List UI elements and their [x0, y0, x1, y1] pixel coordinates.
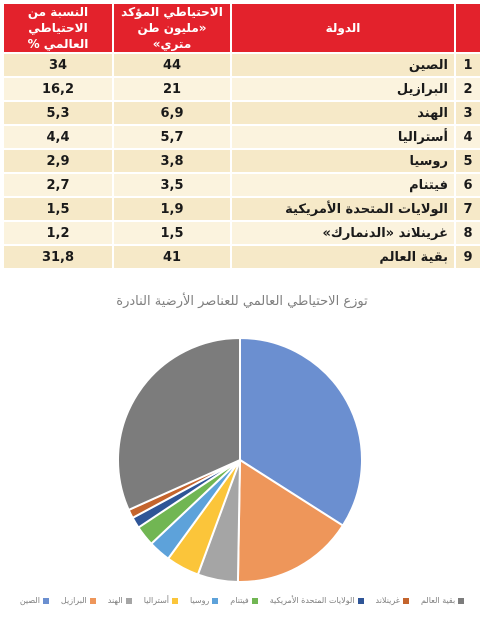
- legend-label: فيتنام: [230, 596, 249, 605]
- row-country: أستراليا: [230, 124, 454, 148]
- row-share: 1,2: [4, 220, 112, 244]
- row-index: 2: [454, 76, 480, 100]
- legend-item: الهند: [108, 596, 132, 605]
- row-country: الصين: [230, 52, 454, 76]
- legend-label: البرازيل: [60, 596, 87, 605]
- legend-item: فيتنام: [230, 596, 258, 605]
- legend-swatch: [402, 597, 409, 604]
- row-reserve: 6,9: [112, 100, 230, 124]
- row-share: 34: [4, 52, 112, 76]
- header-country: الدولة: [230, 4, 454, 52]
- table-body: 1 الصين 44 34 2 البرازيل 21 16,2 3 الهند 6,9 5,3 4 أس…: [4, 52, 480, 268]
- row-country: البرازيل: [230, 76, 454, 100]
- header-index: [454, 4, 480, 52]
- chart-title: توزع الاحتياطي العالمي للعناصر الأرضية ا…: [116, 294, 368, 309]
- row-reserve: 44: [112, 52, 230, 76]
- row-share: 4,4: [4, 124, 112, 148]
- row-share: 31,8: [4, 244, 112, 268]
- table-row: 4 أستراليا 5,7 4,4: [4, 124, 480, 148]
- row-reserve: 21: [112, 76, 230, 100]
- table-row: 2 البرازيل 21 16,2: [4, 76, 480, 100]
- row-share: 2,9: [4, 148, 112, 172]
- row-reserve: 3,5: [112, 172, 230, 196]
- table-row: 8 غرينلاند «الدنمارك» 1,5 1,2: [4, 220, 480, 244]
- row-country: روسيا: [230, 148, 454, 172]
- row-index: 5: [454, 148, 480, 172]
- legend-item: أستراليا: [143, 596, 179, 605]
- row-index: 8: [454, 220, 480, 244]
- table-header-row: الدولة الاحتياطي المؤكد «مليون طن متري» …: [4, 4, 480, 52]
- legend-item: الصين: [20, 596, 49, 605]
- table-row: 5 روسيا 3,8 2,9: [4, 148, 480, 172]
- legend-label: الولايات المتحدة الأمريكية: [269, 596, 355, 605]
- pie-slice: [236, 458, 345, 583]
- row-country: الهند: [230, 100, 454, 124]
- table-row: 3 الهند 6,9 5,3: [4, 100, 480, 124]
- legend-item: غرينلاند: [376, 596, 409, 605]
- legend-label: الصين: [19, 596, 40, 605]
- table-row: 7 الولايات المتحدة الأمريكية 1,9 1,5: [4, 196, 480, 220]
- pie-chart: توزع الاحتياطي العالمي للعناصر الأرضية ا…: [0, 288, 484, 624]
- row-share: 1,5: [4, 196, 112, 220]
- legend-swatch: [89, 597, 96, 604]
- row-share: 5,3: [4, 100, 112, 124]
- row-country: فيتنام: [230, 172, 454, 196]
- header-reserve: الاحتياطي المؤكد «مليون طن متري»: [112, 4, 230, 52]
- chart-legend: الصين البرازيل الهند أستراليا روسيا فيتنام الو…: [0, 596, 484, 605]
- legend-item: البرازيل: [61, 596, 96, 605]
- row-reserve: 1,9: [112, 196, 230, 220]
- legend-swatch: [251, 597, 258, 604]
- header-share: النسبة من الاحتياطي العالمي %: [4, 4, 112, 52]
- legend-item: بقية العالم: [420, 596, 465, 605]
- row-share: 16,2: [4, 76, 112, 100]
- legend-swatch: [357, 597, 364, 604]
- legend-label: أستراليا: [143, 596, 170, 605]
- row-index: 1: [454, 52, 480, 76]
- legend-label: غرينلاند: [375, 596, 400, 605]
- pie-svg: [117, 336, 363, 583]
- table-row: 6 فيتنام 3,5 2,7: [4, 172, 480, 196]
- row-country: بقية العالم: [230, 244, 454, 268]
- legend-label: بقية العالم: [420, 596, 456, 605]
- row-reserve: 3,8: [112, 148, 230, 172]
- legend-item: الولايات المتحدة الأمريكية: [270, 596, 364, 605]
- row-reserve: 1,5: [112, 220, 230, 244]
- table-row: 1 الصين 44 34: [4, 52, 480, 76]
- row-country: غرينلاند «الدنمارك»: [230, 220, 454, 244]
- row-index: 3: [454, 100, 480, 124]
- legend-swatch: [42, 597, 49, 604]
- row-index: 4: [454, 124, 480, 148]
- row-reserve: 5,7: [112, 124, 230, 148]
- row-share: 2,7: [4, 172, 112, 196]
- pie-slice: [117, 336, 241, 512]
- row-country: الولايات المتحدة الأمريكية: [230, 196, 454, 220]
- rare-earth-reserves-table: الدولة الاحتياطي المؤكد «مليون طن متري» …: [4, 4, 480, 268]
- legend-swatch: [458, 597, 465, 604]
- legend-swatch: [212, 597, 219, 604]
- legend-item: روسيا: [190, 596, 219, 605]
- legend-swatch: [172, 597, 179, 604]
- legend-swatch: [125, 597, 132, 604]
- row-index: 7: [454, 196, 480, 220]
- legend-label: روسيا: [190, 596, 210, 605]
- table-row: 9 بقية العالم 41 31,8: [4, 244, 480, 268]
- legend-label: الهند: [107, 596, 123, 605]
- row-index: 6: [454, 172, 480, 196]
- row-reserve: 41: [112, 244, 230, 268]
- row-index: 9: [454, 244, 480, 268]
